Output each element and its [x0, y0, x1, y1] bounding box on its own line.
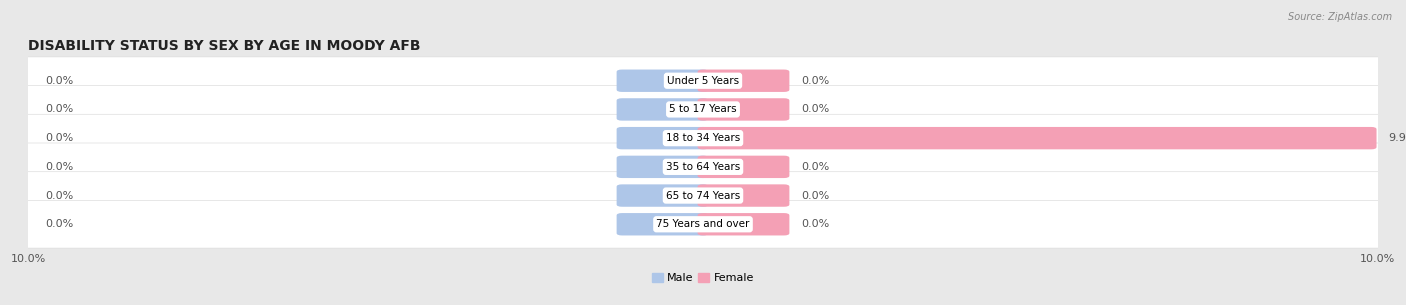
- Text: 5 to 17 Years: 5 to 17 Years: [669, 104, 737, 114]
- Text: 0.0%: 0.0%: [45, 191, 73, 201]
- FancyBboxPatch shape: [617, 127, 709, 149]
- FancyBboxPatch shape: [617, 70, 709, 92]
- FancyBboxPatch shape: [697, 70, 789, 92]
- FancyBboxPatch shape: [697, 127, 1376, 149]
- FancyBboxPatch shape: [697, 184, 789, 207]
- Text: 18 to 34 Years: 18 to 34 Years: [666, 133, 740, 143]
- FancyBboxPatch shape: [15, 86, 1391, 133]
- Text: 0.0%: 0.0%: [45, 162, 73, 172]
- Text: 0.0%: 0.0%: [801, 219, 830, 229]
- FancyBboxPatch shape: [697, 156, 789, 178]
- Text: Under 5 Years: Under 5 Years: [666, 76, 740, 86]
- Text: 0.0%: 0.0%: [45, 219, 73, 229]
- Text: 0.0%: 0.0%: [45, 104, 73, 114]
- FancyBboxPatch shape: [617, 98, 709, 121]
- Text: 75 Years and over: 75 Years and over: [657, 219, 749, 229]
- Text: 0.0%: 0.0%: [45, 133, 73, 143]
- Text: 0.0%: 0.0%: [45, 76, 73, 86]
- FancyBboxPatch shape: [15, 114, 1391, 162]
- Text: 35 to 64 Years: 35 to 64 Years: [666, 162, 740, 172]
- FancyBboxPatch shape: [617, 156, 709, 178]
- FancyBboxPatch shape: [617, 184, 709, 207]
- Text: DISABILITY STATUS BY SEX BY AGE IN MOODY AFB: DISABILITY STATUS BY SEX BY AGE IN MOODY…: [28, 39, 420, 53]
- FancyBboxPatch shape: [15, 143, 1391, 191]
- FancyBboxPatch shape: [15, 172, 1391, 219]
- Text: 0.0%: 0.0%: [801, 76, 830, 86]
- FancyBboxPatch shape: [617, 213, 709, 235]
- Text: 0.0%: 0.0%: [801, 104, 830, 114]
- Legend: Male, Female: Male, Female: [647, 268, 759, 288]
- Text: 65 to 74 Years: 65 to 74 Years: [666, 191, 740, 201]
- FancyBboxPatch shape: [697, 98, 789, 121]
- Text: 0.0%: 0.0%: [801, 162, 830, 172]
- FancyBboxPatch shape: [697, 213, 789, 235]
- Text: 0.0%: 0.0%: [801, 191, 830, 201]
- FancyBboxPatch shape: [15, 57, 1391, 105]
- Text: 9.9%: 9.9%: [1388, 133, 1406, 143]
- Text: Source: ZipAtlas.com: Source: ZipAtlas.com: [1288, 12, 1392, 22]
- FancyBboxPatch shape: [15, 200, 1391, 248]
